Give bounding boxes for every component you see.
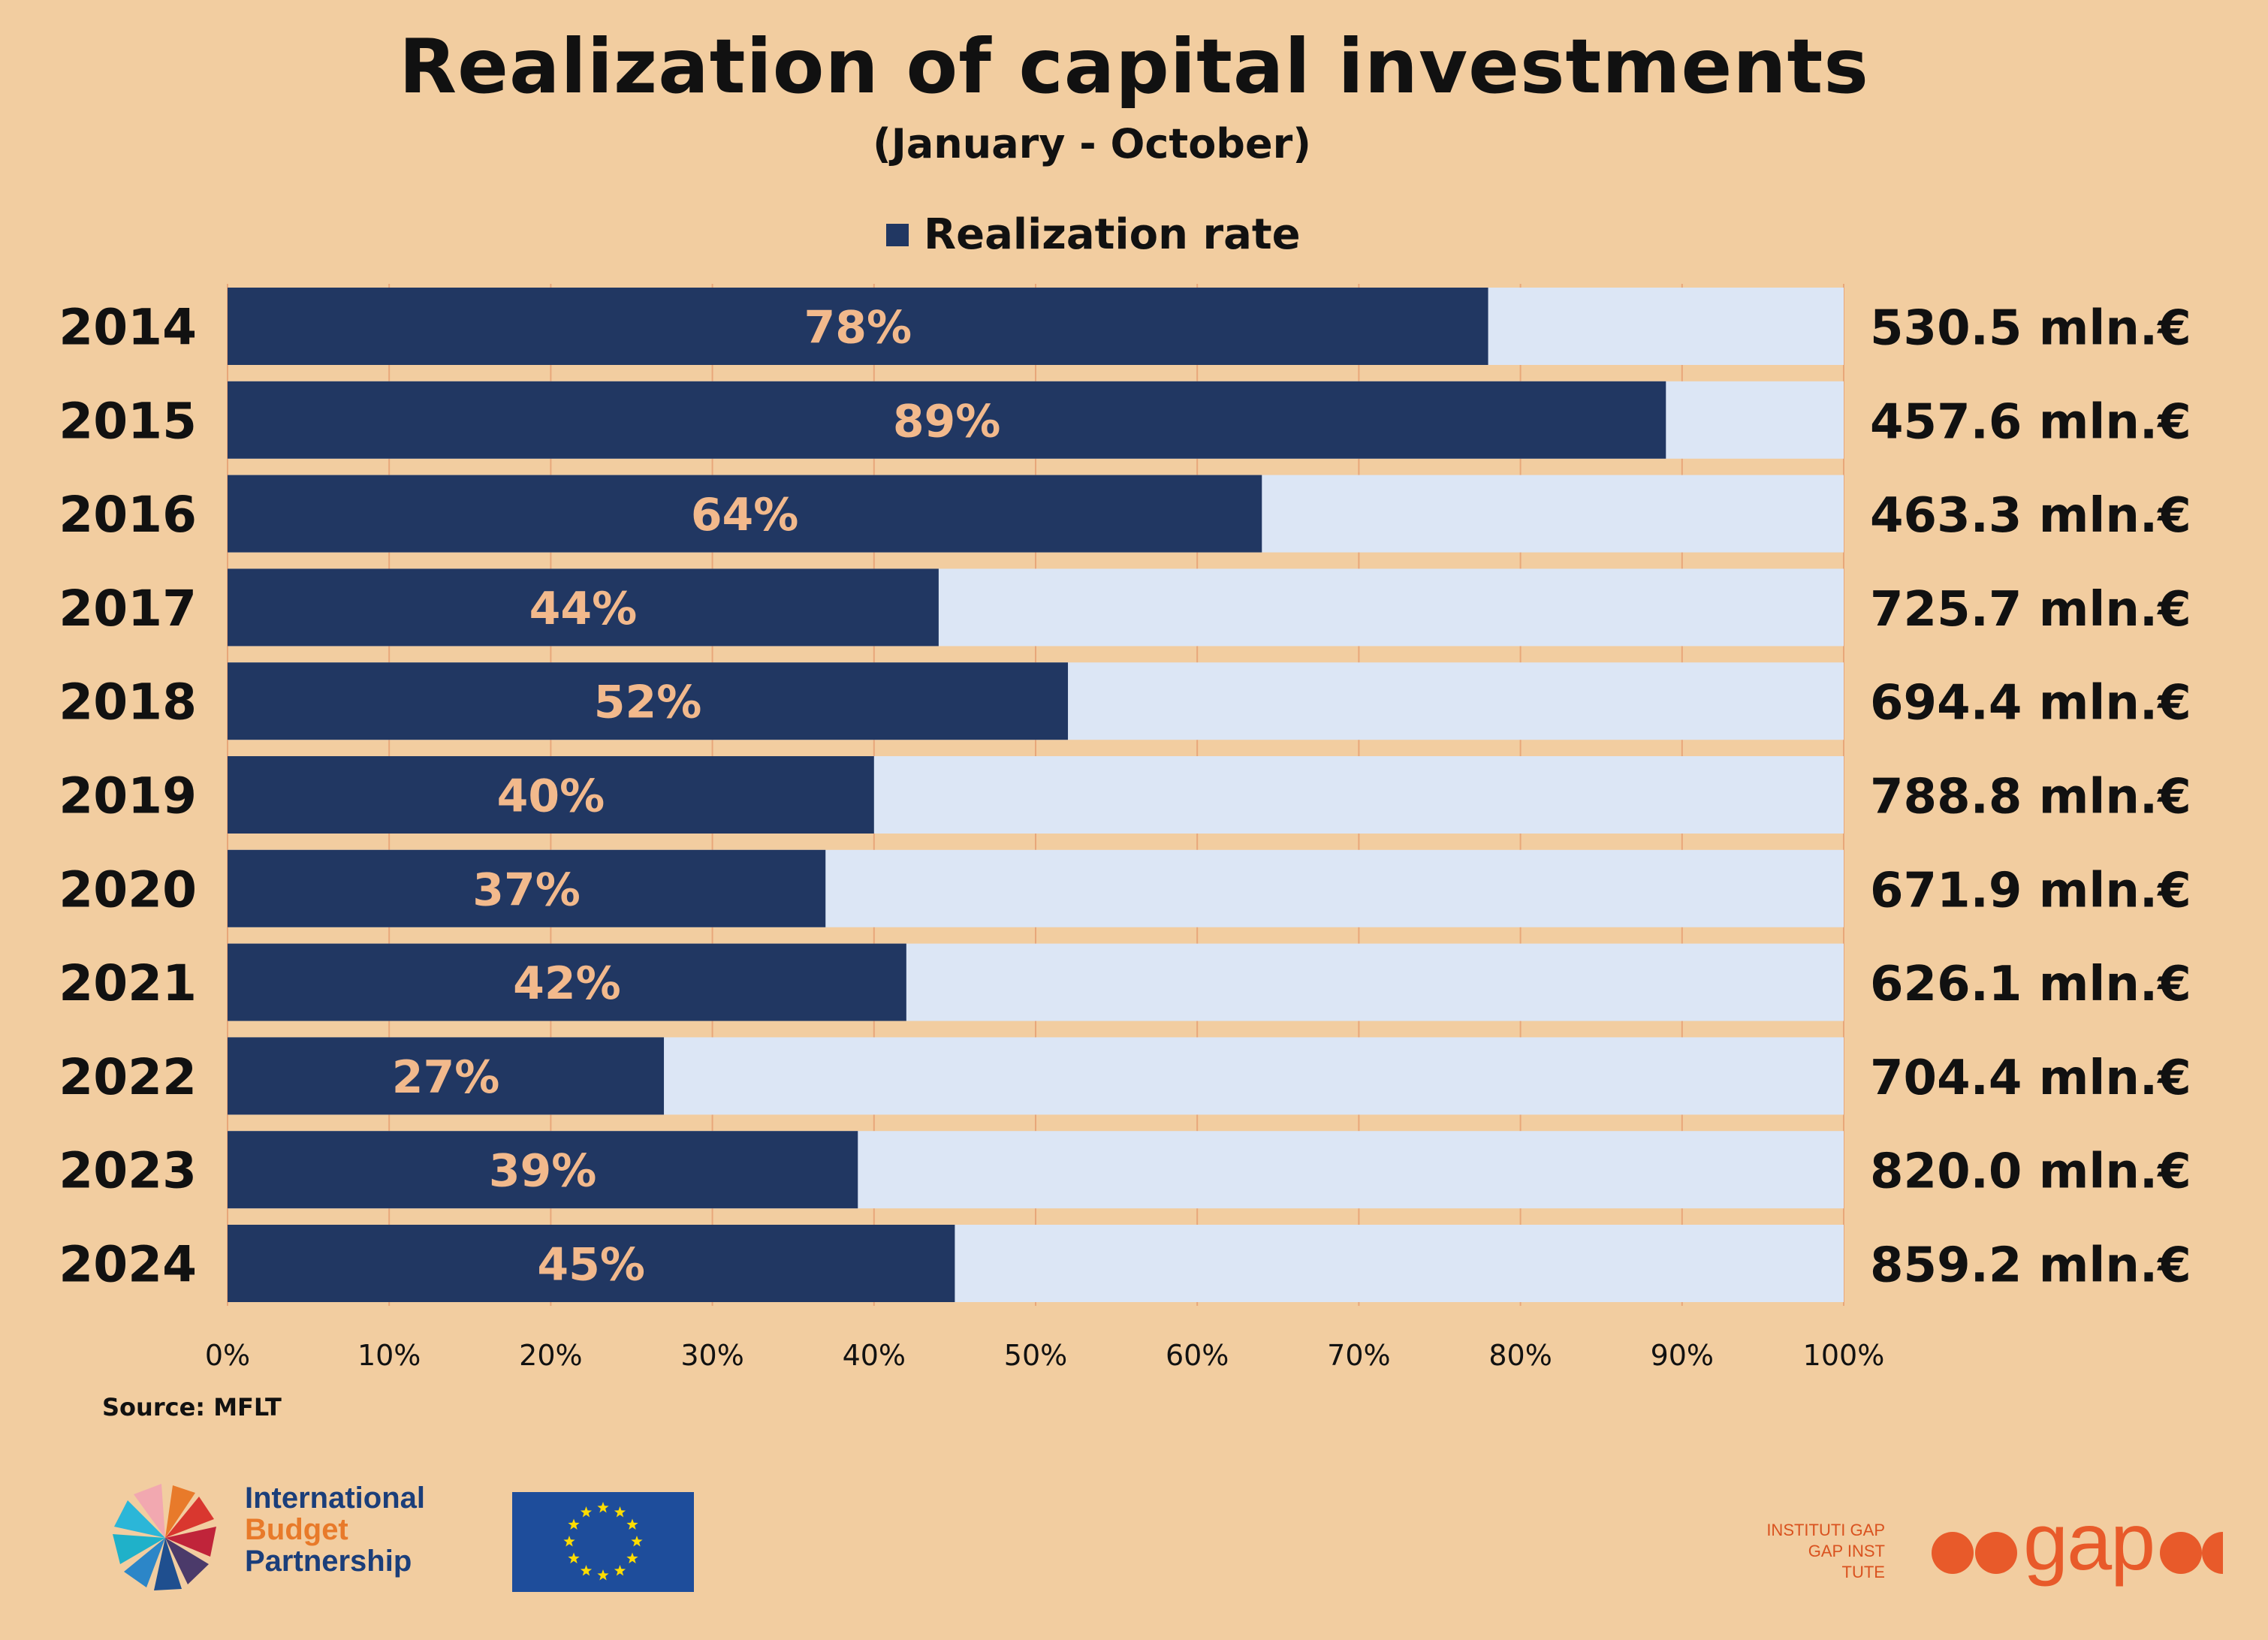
amount-label: 704.4 mln.€ bbox=[1870, 1051, 2191, 1106]
category-label: 2017 bbox=[59, 580, 197, 638]
bar-value-label: 37% bbox=[472, 864, 581, 916]
ibp-line-2: Budget bbox=[245, 1513, 348, 1546]
bar bbox=[228, 1037, 665, 1115]
ibp-wordmark: International Budget Partnership bbox=[245, 1482, 425, 1577]
bar bbox=[228, 943, 906, 1021]
legend: Realization rate bbox=[886, 210, 1301, 259]
chart-title: Realization of capital investments bbox=[399, 23, 1869, 110]
bar bbox=[228, 756, 874, 834]
amount-label: 530.5 mln.€ bbox=[1870, 301, 2191, 357]
category-label: 2018 bbox=[59, 674, 197, 731]
x-tick-label: 10% bbox=[357, 1339, 421, 1372]
gap-wordmark: gap bbox=[2023, 1496, 2155, 1587]
eu-star-icon bbox=[580, 1565, 593, 1576]
ibp-logo: International Budget Partnership bbox=[105, 1478, 466, 1598]
bar bbox=[228, 475, 1262, 553]
bar-value-label: 45% bbox=[537, 1239, 645, 1292]
category-label: 2020 bbox=[59, 861, 197, 918]
bar-value-label: 40% bbox=[497, 770, 605, 823]
amount-label: 820.0 mln.€ bbox=[1870, 1144, 2191, 1200]
category-label: 2024 bbox=[59, 1236, 197, 1294]
category-label: 2015 bbox=[59, 392, 197, 450]
x-tick-label: 70% bbox=[1327, 1339, 1390, 1372]
category-label: 2023 bbox=[59, 1142, 197, 1200]
category-label: 2014 bbox=[59, 299, 197, 357]
amount-label: 694.4 mln.€ bbox=[1870, 676, 2191, 731]
x-tick-label: 40% bbox=[843, 1339, 906, 1372]
x-tick-label: 100% bbox=[1803, 1339, 1885, 1372]
amount-label: 626.1 mln.€ bbox=[1870, 957, 2191, 1012]
eu-star-icon bbox=[614, 1506, 626, 1518]
bar bbox=[228, 381, 1666, 459]
category-label: 2016 bbox=[59, 486, 197, 544]
category-label: 2019 bbox=[59, 767, 197, 825]
eu-star-icon bbox=[597, 1569, 609, 1581]
x-tick-label: 90% bbox=[1651, 1339, 1714, 1372]
amount-label: 457.6 mln.€ bbox=[1870, 394, 2191, 450]
gap-institute-logo: INSTITUTI GAP GAP INST TUTE gap bbox=[1765, 1500, 2230, 1592]
bar bbox=[228, 568, 939, 647]
eu-star-icon bbox=[580, 1506, 593, 1518]
eu-star-icon bbox=[626, 1518, 638, 1530]
x-tick-label: 0% bbox=[205, 1339, 250, 1372]
eu-star-icon bbox=[568, 1518, 580, 1530]
ibp-line-1: International bbox=[245, 1482, 426, 1515]
x-tick-label: 20% bbox=[519, 1339, 582, 1372]
bar-value-label: 52% bbox=[594, 677, 702, 729]
ibp-line-3: Partnership bbox=[245, 1545, 412, 1578]
eu-star-icon bbox=[614, 1565, 626, 1576]
bar-chart: 78% 2014 530.5 mln.€ 89% 2015 457.6 mln.€ 64% 2… bbox=[59, 284, 2191, 1372]
eu-star-icon bbox=[563, 1536, 575, 1547]
bar bbox=[228, 1225, 955, 1302]
bar-value-label: 39% bbox=[489, 1145, 597, 1198]
bar-value-label: 89% bbox=[893, 395, 1001, 448]
category-label: 2022 bbox=[59, 1048, 197, 1106]
gap-small-text: INSTITUTI GAP GAP INST TUTE bbox=[1765, 1520, 1885, 1583]
amount-label: 788.8 mln.€ bbox=[1870, 770, 2191, 825]
eu-star-icon bbox=[626, 1552, 638, 1563]
eu-stars-icon bbox=[563, 1502, 643, 1581]
x-tick-label: 60% bbox=[1166, 1339, 1229, 1372]
bar bbox=[228, 662, 1069, 740]
x-tick-label: 80% bbox=[1488, 1339, 1552, 1372]
bar-value-label: 42% bbox=[513, 957, 621, 1010]
ibp-pinwheel-icon bbox=[113, 1484, 216, 1590]
amount-label: 859.2 mln.€ bbox=[1870, 1238, 2191, 1294]
gap-small-line-1: INSTITUTI GAP bbox=[1766, 1521, 1885, 1539]
amount-label: 671.9 mln.€ bbox=[1870, 863, 2191, 918]
gap-small-line-2: GAP INST TUTE bbox=[1808, 1542, 1885, 1581]
x-tick-label: 50% bbox=[1004, 1339, 1067, 1372]
amount-label: 725.7 mln.€ bbox=[1870, 582, 2191, 638]
bar bbox=[228, 1131, 858, 1209]
gap-dots-icon bbox=[1932, 1532, 2223, 1574]
source-note: Source: MFLT bbox=[102, 1393, 282, 1421]
eu-star-icon bbox=[631, 1536, 643, 1547]
chart-subtitle: (January - October) bbox=[873, 120, 1311, 167]
legend-swatch bbox=[886, 223, 909, 246]
bar bbox=[228, 288, 1488, 365]
bar-value-label: 44% bbox=[529, 583, 638, 635]
amount-label: 463.3 mln.€ bbox=[1870, 488, 2191, 544]
bar-value-label: 64% bbox=[691, 489, 799, 541]
x-tick-label: 30% bbox=[680, 1339, 743, 1372]
legend-label: Realization rate bbox=[924, 210, 1301, 259]
bar-value-label: 78% bbox=[804, 302, 912, 354]
eu-flag-logo bbox=[512, 1492, 694, 1592]
bar-value-label: 27% bbox=[392, 1051, 500, 1104]
eu-star-icon bbox=[597, 1502, 609, 1513]
eu-star-icon bbox=[568, 1552, 580, 1563]
bar bbox=[228, 849, 826, 927]
category-label: 2021 bbox=[59, 954, 197, 1012]
